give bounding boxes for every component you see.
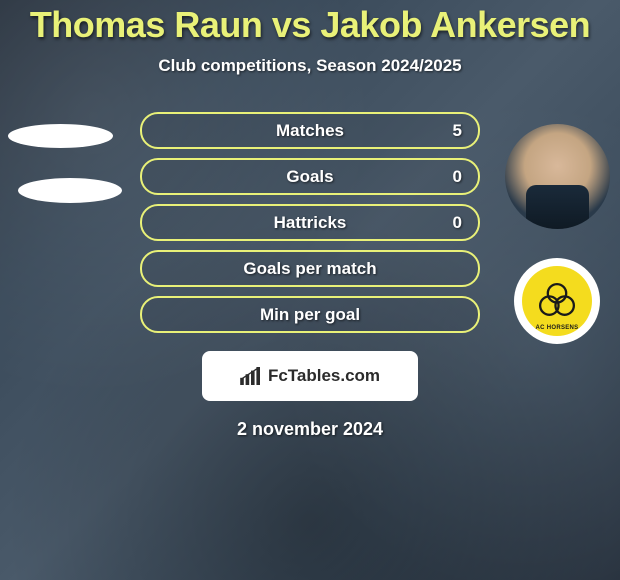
content-wrapper: Thomas Raun vs Jakob Ankersen Club compe…	[0, 0, 620, 580]
page-title: Thomas Raun vs Jakob Ankersen	[0, 4, 620, 46]
stat-value-right: 0	[453, 213, 462, 233]
stat-label: Goals	[286, 167, 333, 187]
stat-row-hattricks: Hattricks 0	[140, 204, 480, 241]
date-text: 2 november 2024	[0, 419, 620, 440]
bar-chart-icon	[240, 367, 262, 385]
stat-row-goals-per-match: Goals per match	[140, 250, 480, 287]
stat-row-min-per-goal: Min per goal	[140, 296, 480, 333]
stat-value-right: 5	[453, 121, 462, 141]
stat-label: Min per goal	[260, 305, 360, 325]
stats-list: Matches 5 Goals 0 Hattricks 0 Goals per …	[140, 112, 480, 333]
subtitle: Club competitions, Season 2024/2025	[0, 56, 620, 76]
stat-row-goals: Goals 0	[140, 158, 480, 195]
stat-label: Hattricks	[274, 213, 347, 233]
stat-row-matches: Matches 5	[140, 112, 480, 149]
stat-label: Goals per match	[243, 259, 376, 279]
stat-label: Matches	[276, 121, 344, 141]
stat-value-right: 0	[453, 167, 462, 187]
brand-text: FcTables.com	[268, 366, 380, 386]
brand-badge: FcTables.com	[202, 351, 418, 401]
